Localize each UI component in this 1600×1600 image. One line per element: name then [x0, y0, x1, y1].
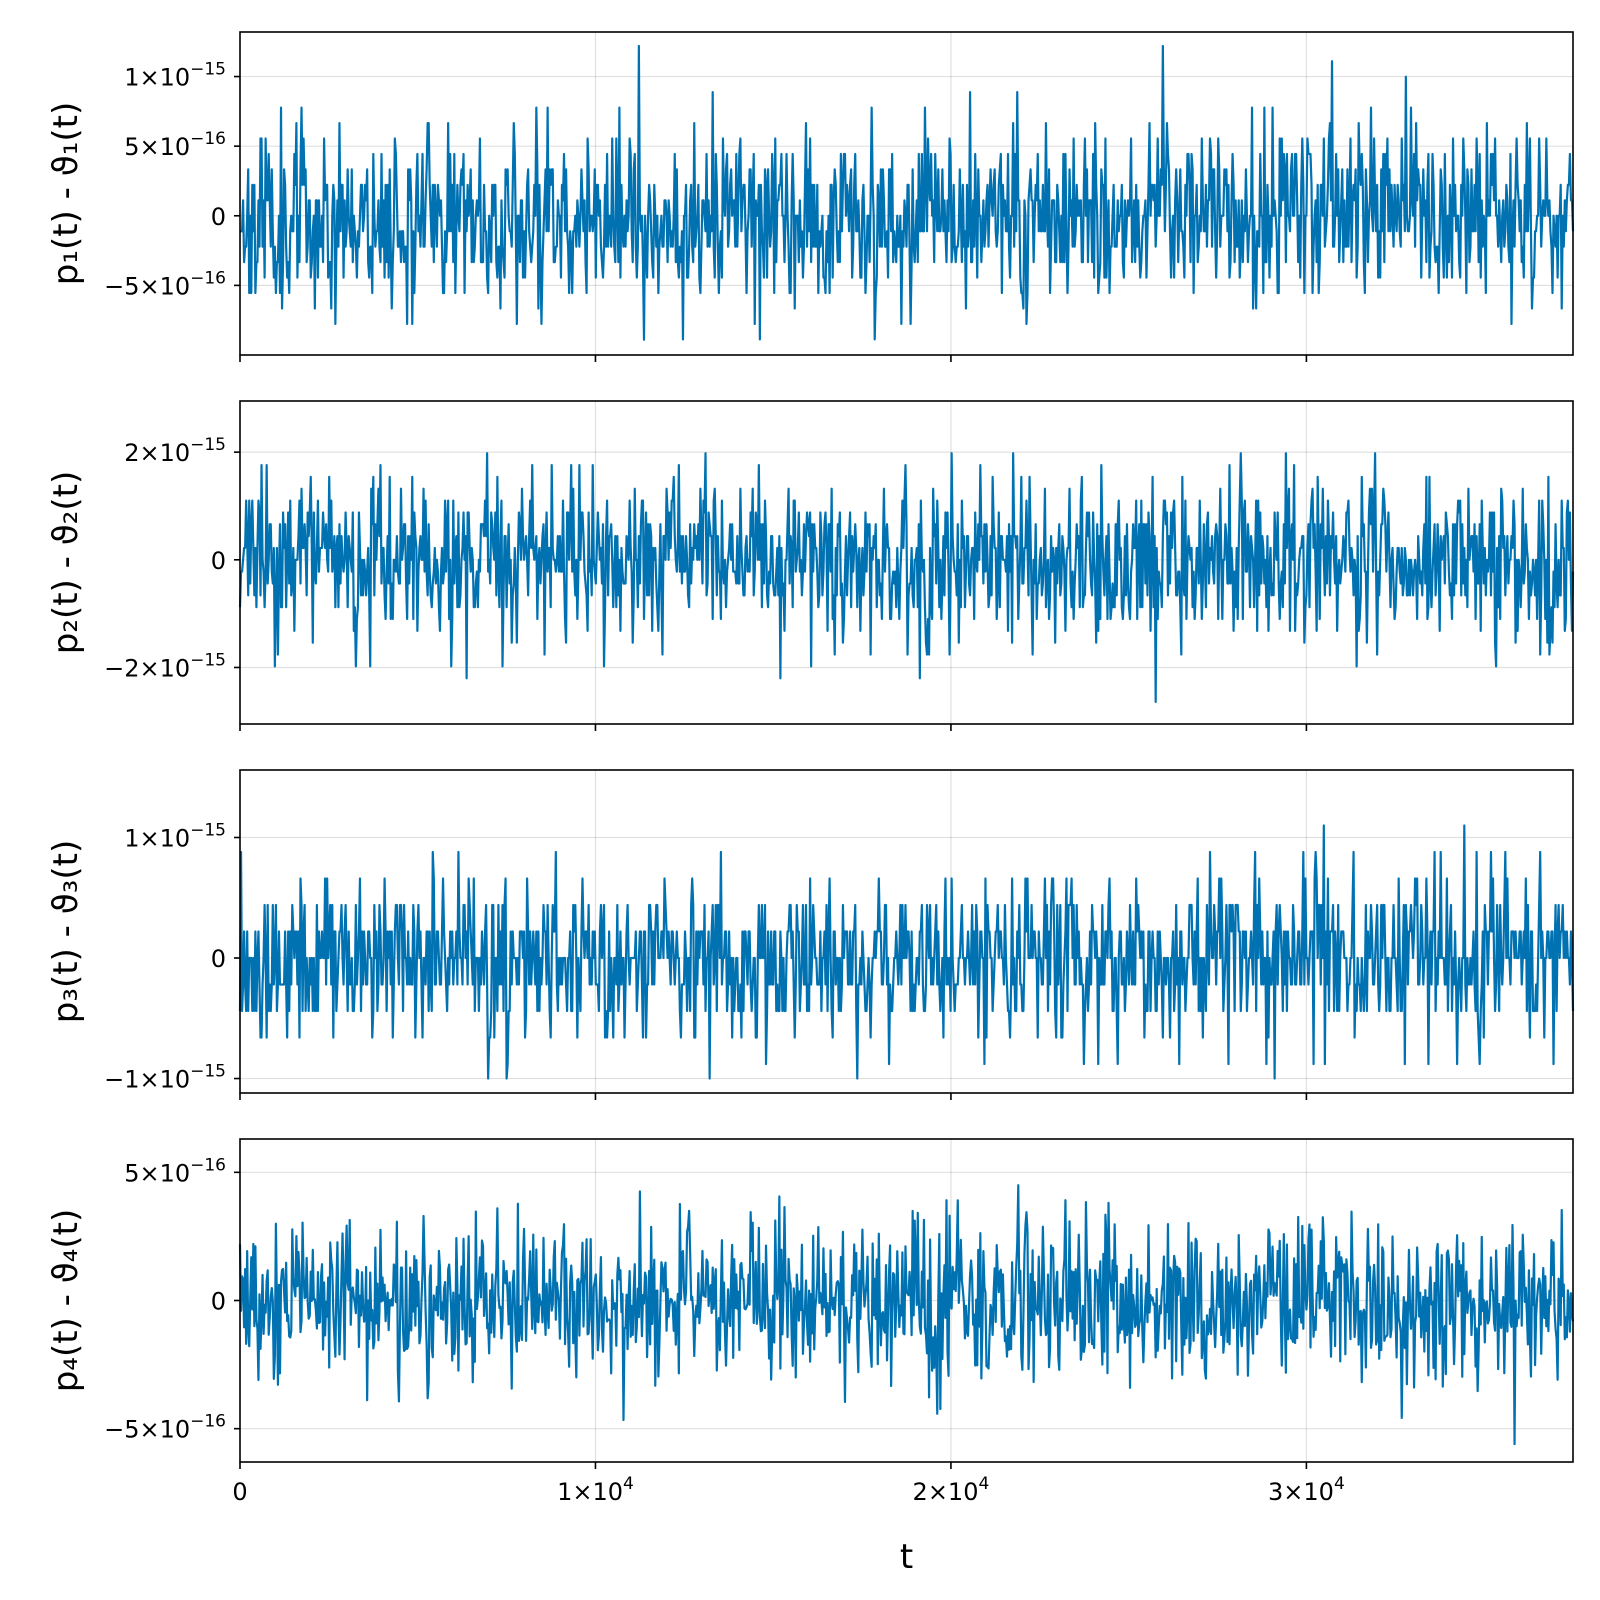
y-tick-label: −5×10−16: [104, 268, 226, 300]
plot-frame: [239, 31, 1574, 356]
x-axis-label: t: [900, 1537, 913, 1577]
panel-4: 5×10−16 0 −5×10−16 p₄(t) - ϑ₄(t): [46, 1138, 1575, 1469]
x-tick-label: 0: [232, 1478, 247, 1506]
x-tick-label: 1×104: [557, 1474, 634, 1506]
y-tick-label: 5×10−16: [124, 129, 226, 161]
y-tick-label: 0: [211, 203, 226, 231]
y-tick-label: 2×10−15: [124, 435, 226, 467]
y-tick-label: 0: [211, 547, 226, 575]
x-axis: 0 1×104 2×104 3×104 t: [232, 1474, 1344, 1577]
x-tick-label: 2×104: [913, 1474, 990, 1506]
panel-2: 2×10−15 0 −2×10−15 p₂(t) - ϑ₂(t): [46, 400, 1575, 731]
y-tick-label: 0: [211, 945, 226, 973]
series-line-4: [238, 1184, 1575, 1446]
y-tick-label: 1×10−15: [124, 820, 226, 852]
y-tick-label: −1×10−15: [104, 1062, 226, 1094]
x-tick-label: 3×104: [1268, 1474, 1345, 1506]
plot-frame: [239, 400, 1574, 725]
y-tick-label: −5×10−16: [104, 1412, 226, 1444]
panel-3: 1×10−15 0 −1×10−15 p₃(t) - ϑ₃(t): [46, 769, 1575, 1100]
y-tick-label: −2×10−15: [104, 650, 226, 682]
y-axis-label: p₄(t) - ϑ₄(t): [46, 1209, 86, 1393]
y-tick-label: 0: [211, 1288, 226, 1316]
y-axis-label: p₁(t) - ϑ₁(t): [46, 102, 86, 286]
series-line-2: [238, 452, 1575, 704]
y-tick-label: 1×10−15: [124, 60, 226, 92]
y-axis-label: p₃(t) - ϑ₃(t): [46, 840, 86, 1024]
plot-frame: [239, 769, 1574, 1094]
panel-1: 1×10−15 5×10−16 0 −5×10−16 p₁(t) - ϑ₁(t): [46, 31, 1575, 362]
series-line-1: [239, 44, 1575, 341]
y-axis-label: p₂(t) - ϑ₂(t): [46, 471, 86, 655]
y-tick-label: 5×10−16: [124, 1155, 226, 1187]
series-line-3: [238, 824, 1575, 1080]
